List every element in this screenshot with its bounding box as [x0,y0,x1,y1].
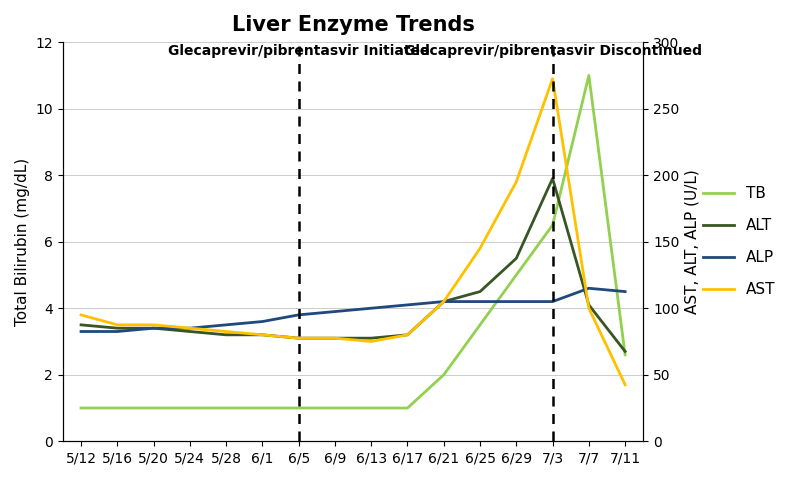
ALP [113,329,122,335]
TB [402,405,412,411]
AST [366,338,376,344]
AST [149,322,158,328]
ALT [258,332,267,338]
TB [584,72,594,78]
ALT [149,325,158,331]
AST [258,332,267,338]
ALT [439,299,449,304]
AST [294,335,303,341]
TB [76,405,86,411]
ALT [76,322,86,328]
AST [620,382,630,388]
AST [548,76,558,82]
ALT [475,288,485,294]
TB [366,405,376,411]
ALP [402,302,412,308]
Title: Liver Enzyme Trends: Liver Enzyme Trends [232,15,474,35]
TB [294,405,303,411]
ALT [185,329,194,335]
TB [475,322,485,328]
ALT [330,335,340,341]
AST [475,245,485,251]
TB [149,405,158,411]
ALP [294,312,303,318]
AST [402,332,412,338]
AST [511,179,521,185]
AST [185,325,194,331]
ALP [185,325,194,331]
ALP [76,329,86,335]
Line: TB: TB [81,75,625,408]
ALP [222,322,231,328]
TB [113,405,122,411]
ALT [584,302,594,308]
AST [113,322,122,328]
AST [76,312,86,318]
ALT [511,255,521,261]
TB [185,405,194,411]
AST [439,299,449,304]
ALP [548,299,558,304]
Legend: TB, ALT, ALP, AST: TB, ALT, ALP, AST [698,180,782,303]
ALT [294,335,303,341]
TB [620,352,630,358]
ALP [149,325,158,331]
ALT [113,325,122,331]
ALP [330,309,340,314]
ALP [511,299,521,304]
ALT [620,348,630,354]
TB [258,405,267,411]
AST [330,335,340,341]
TB [511,272,521,278]
ALP [475,299,485,304]
Line: ALP: ALP [81,288,625,332]
TB [439,372,449,378]
ALT [366,335,376,341]
ALT [222,332,231,338]
AST [584,305,594,311]
Text: Glecaprevir/pibrentasvir Discontinued: Glecaprevir/pibrentasvir Discontinued [403,44,702,58]
ALP [620,288,630,294]
ALP [258,319,267,324]
Y-axis label: AST, ALT, ALP (U/L): AST, ALT, ALP (U/L) [685,169,700,314]
ALP [439,299,449,304]
TB [222,405,231,411]
ALP [584,286,594,291]
ALT [402,332,412,338]
Line: ALT: ALT [81,179,625,351]
Text: Glecaprevir/pibrentasvir Initiated: Glecaprevir/pibrentasvir Initiated [168,44,430,58]
AST [222,329,231,335]
TB [548,222,558,228]
ALT [548,176,558,181]
Y-axis label: Total Bilirubin (mg/dL): Total Bilirubin (mg/dL) [15,157,30,326]
ALP [366,305,376,311]
Line: AST: AST [81,79,625,385]
